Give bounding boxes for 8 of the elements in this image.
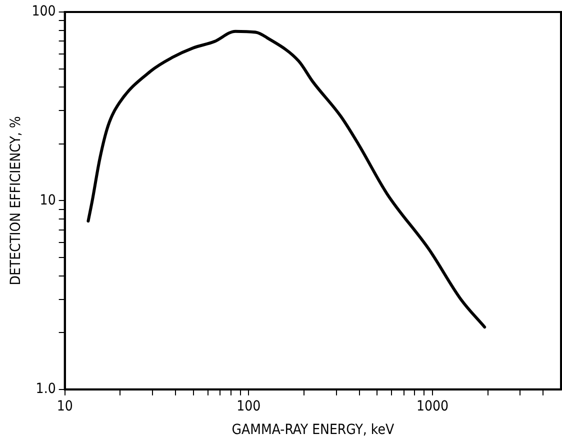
- y-tick-label: 1.0: [36, 381, 56, 398]
- x-axis-title: GAMMA-RAY ENERGY, keV: [232, 422, 394, 438]
- x-tick-label: 10: [56, 398, 73, 414]
- y-tick-label: 100: [32, 4, 56, 20]
- y-tick-label: 10: [40, 192, 56, 208]
- x-tick-label: 1000: [416, 398, 449, 414]
- y-axis-title: DETECTION EFFICIENCY, %: [8, 116, 24, 286]
- x-tick-label: 100: [236, 398, 261, 414]
